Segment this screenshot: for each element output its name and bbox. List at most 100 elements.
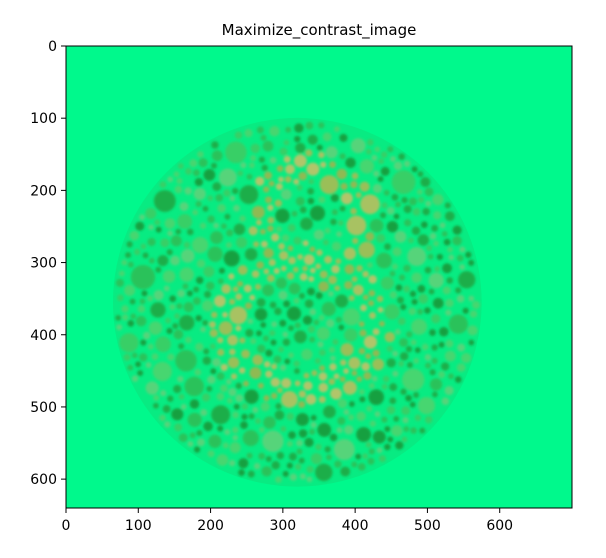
plate-dot: [428, 272, 444, 289]
figure-dot: [218, 321, 233, 336]
plate-dot: [410, 427, 417, 434]
plate-dot: [212, 357, 221, 367]
dots-layer: [115, 121, 480, 484]
plate-dot: [404, 219, 412, 227]
plate-dot: [399, 337, 409, 347]
plate-dot: [366, 139, 374, 146]
y-tick-label: 300: [30, 256, 57, 272]
plate-dot: [193, 286, 200, 293]
plate-dot: [192, 297, 201, 305]
plate-dot: [343, 409, 350, 415]
plate-dot: [442, 263, 453, 274]
plate-dot: [153, 402, 159, 409]
plate-dot: [378, 158, 385, 165]
plate-dot: [408, 237, 415, 244]
plate-dot: [127, 261, 134, 268]
plate-dot: [371, 154, 378, 161]
plate-dot: [411, 166, 418, 173]
figure-dot: [298, 400, 306, 409]
figure-dot: [283, 155, 291, 163]
plate-dot: [318, 196, 326, 204]
plate-dot: [135, 361, 142, 368]
figure-dot: [358, 347, 366, 355]
figure-dot: [340, 192, 353, 205]
plate-dot: [296, 184, 303, 191]
plate-dot: [333, 439, 355, 461]
figure-dot: [251, 205, 265, 219]
figure-dot: [334, 285, 341, 292]
figure-dot: [211, 311, 218, 319]
figure-dot: [209, 329, 218, 338]
y-tick-label: 200: [30, 183, 57, 199]
plate-dot: [241, 403, 249, 410]
figure-dot: [260, 240, 268, 248]
plate-dot: [301, 348, 313, 361]
plate-dot: [395, 284, 403, 292]
plate-dot: [167, 395, 174, 402]
plate-dot: [382, 375, 390, 383]
plate-dot: [167, 176, 174, 183]
figure-dot: [228, 273, 235, 280]
plate-dot: [332, 338, 339, 346]
plate-dot: [386, 220, 399, 233]
plate-dot: [372, 183, 383, 194]
figure-dot: [330, 387, 342, 400]
plate-dot: [426, 245, 433, 252]
plate-dot: [411, 298, 418, 305]
plate-dot: [244, 389, 259, 404]
plate-dot: [307, 187, 315, 195]
plate-dot: [167, 230, 174, 237]
plate-dot: [324, 446, 331, 453]
figure-dot: [328, 378, 336, 385]
figure-dot: [324, 255, 333, 264]
plate-dot: [323, 239, 329, 246]
figure-dot: [302, 240, 309, 247]
figure-dot: [368, 275, 377, 284]
plate-dot: [279, 147, 288, 156]
figure-dot: [263, 186, 270, 193]
plate-dot: [424, 354, 432, 361]
plate-dot: [263, 416, 276, 429]
figure-dot: [277, 387, 283, 394]
plate-dot: [126, 241, 133, 248]
plate-dot: [279, 364, 287, 371]
plate-dot: [252, 406, 259, 414]
figure-dot: [217, 337, 224, 344]
plate-dot: [384, 443, 391, 451]
plate-dot: [193, 187, 206, 201]
figure-dot: [340, 182, 348, 191]
plate-dot: [325, 318, 335, 328]
plate-dot: [262, 430, 284, 452]
plate-dot: [193, 446, 201, 453]
plate-dot: [309, 205, 326, 221]
plate-dot: [443, 238, 451, 246]
figure-dot: [253, 241, 260, 248]
plate-dot: [445, 309, 452, 316]
plate-dot: [173, 171, 180, 178]
plate-dot: [339, 153, 346, 160]
plate-dot: [377, 176, 384, 183]
plate-dot: [314, 358, 321, 364]
plate-dot: [145, 362, 152, 369]
plate-dot: [232, 434, 239, 441]
plate-dot: [200, 326, 206, 333]
figure-dot: [267, 216, 275, 224]
figure-dot: [267, 204, 274, 212]
figure-dot: [331, 264, 340, 274]
plate-dot: [358, 389, 365, 395]
plate-dot: [452, 225, 462, 235]
plate-dot: [437, 371, 446, 379]
plate-dot: [378, 455, 386, 463]
plate-dot: [245, 328, 254, 338]
plate-dot: [118, 270, 125, 277]
figure-dot: [292, 266, 299, 273]
plate-dot: [203, 169, 216, 181]
plate-dot: [130, 264, 156, 290]
plate-dot: [467, 325, 478, 336]
plate-dot: [283, 139, 290, 146]
plate-dot: [432, 391, 438, 398]
plate-dot: [427, 253, 434, 260]
plate-dot: [116, 324, 123, 331]
plate-dot: [306, 465, 314, 474]
plate-dot: [386, 405, 396, 415]
